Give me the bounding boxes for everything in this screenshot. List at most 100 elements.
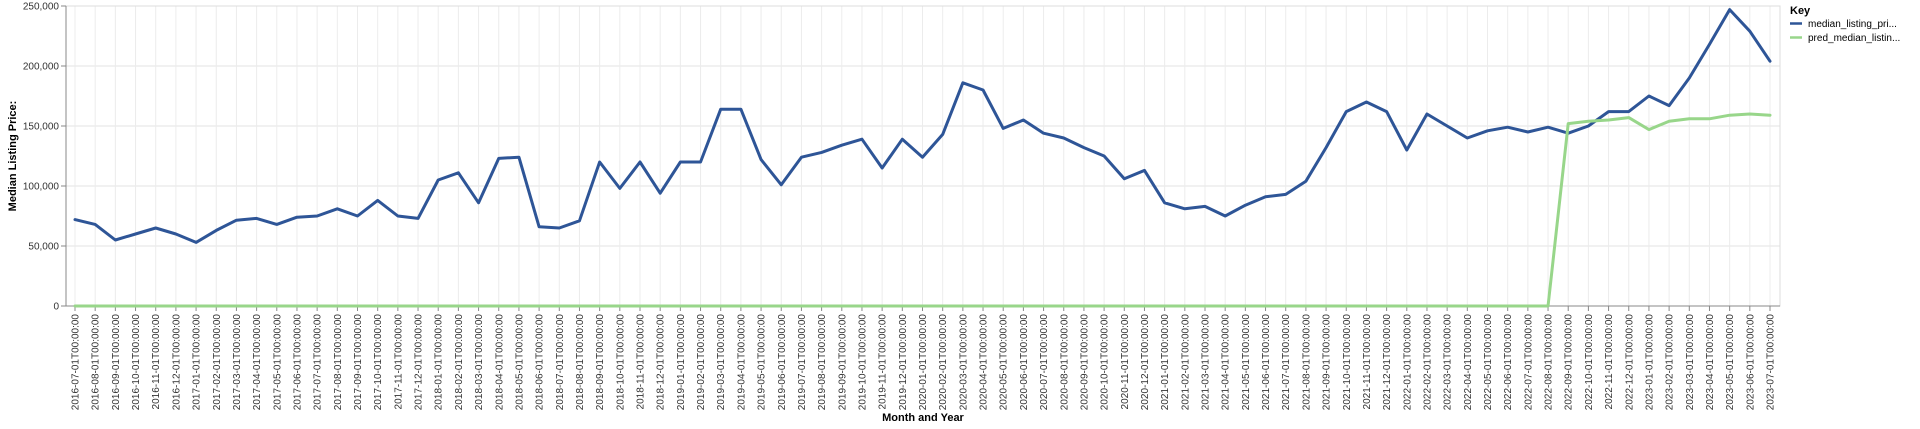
- x-tick-label: 2017-06-01T00:00:00: [292, 314, 303, 411]
- x-tick-label: 2021-06-01T00:00:00: [1261, 314, 1272, 411]
- x-tick-label: 2021-01-01T00:00:00: [1160, 314, 1171, 411]
- y-tick-label: 150,000: [23, 122, 60, 133]
- x-tick-label: 2018-06-01T00:00:00: [535, 314, 546, 411]
- y-axis: 0 50,000 100,000 150,000 200,000 250,000: [23, 2, 67, 313]
- legend-label: median_listing_pri...: [1808, 19, 1897, 30]
- x-tick-label: 2022-08-01T00:00:00: [1544, 314, 1555, 411]
- x-axis: 2016-07-01T00:00:00 2016-08-01T00:00:00 20…: [66, 305, 1780, 411]
- x-tick-label: 2020-02-01T00:00:00: [938, 314, 949, 411]
- x-tick-label: 2022-09-01T00:00:00: [1564, 314, 1575, 411]
- x-tick-label: 2021-03-01T00:00:00: [1201, 314, 1212, 411]
- x-tick-label: 2016-12-01T00:00:00: [171, 314, 182, 411]
- x-tick-label: 2022-01-01T00:00:00: [1402, 314, 1413, 411]
- x-tick-label: 2020-07-01T00:00:00: [1039, 314, 1050, 411]
- x-tick-label: 2019-09-01T00:00:00: [837, 314, 848, 411]
- x-tick-label: 2023-05-01T00:00:00: [1725, 314, 1736, 411]
- x-tick-label: 2021-10-01T00:00:00: [1342, 314, 1353, 411]
- x-tick-label: 2016-11-01T00:00:00: [151, 314, 162, 410]
- x-tick-label: 2017-11-01T00:00:00: [393, 314, 404, 410]
- x-tick-label: 2017-02-01T00:00:00: [212, 314, 223, 411]
- x-tick-label: 2019-11-01T00:00:00: [878, 314, 889, 410]
- series-lines: [73, 8, 1772, 308]
- x-tick-label: 2018-11-01T00:00:00: [636, 314, 647, 410]
- x-tick-label: 2018-04-01T00:00:00: [494, 314, 505, 411]
- x-tick-label: 2017-08-01T00:00:00: [333, 314, 344, 411]
- x-tick-label: 2023-02-01T00:00:00: [1665, 314, 1676, 411]
- x-tick-label: 2020-06-01T00:00:00: [1019, 314, 1030, 411]
- x-tick-label: 2019-01-01T00:00:00: [676, 314, 687, 411]
- legend-title: Key: [1790, 5, 1811, 17]
- y-tick-label: 250,000: [23, 2, 60, 13]
- x-axis-title: Month and Year: [882, 412, 964, 424]
- y-tick-label: 200,000: [23, 62, 60, 73]
- x-tick-label: 2018-05-01T00:00:00: [514, 314, 525, 411]
- series-line-1: [73, 8, 1772, 244]
- x-tick-label: 2018-09-01T00:00:00: [595, 314, 606, 411]
- x-tick-label: 2018-02-01T00:00:00: [454, 314, 465, 411]
- legend-label: pred_median_listin...: [1808, 33, 1900, 44]
- x-tick-label: 2019-12-01T00:00:00: [898, 314, 909, 411]
- x-tick-label: 2023-07-01T00:00:00: [1766, 314, 1777, 411]
- x-tick-label: 2022-07-01T00:00:00: [1523, 314, 1534, 411]
- x-tick-label: 2018-10-01T00:00:00: [615, 314, 626, 411]
- x-tick-label: 2019-06-01T00:00:00: [777, 314, 788, 411]
- x-tick-label: 2022-12-01T00:00:00: [1624, 314, 1635, 411]
- x-tick-label: 2021-11-01T00:00:00: [1362, 314, 1373, 410]
- x-tick-label: 2016-10-01T00:00:00: [131, 314, 142, 411]
- x-tick-label: 2021-07-01T00:00:00: [1281, 314, 1292, 411]
- y-tick-label: 100,000: [23, 182, 60, 193]
- x-tick-label: 2020-01-01T00:00:00: [918, 314, 929, 411]
- x-tick-label: 2017-09-01T00:00:00: [353, 314, 364, 411]
- x-tick-label: 2021-02-01T00:00:00: [1180, 314, 1191, 411]
- x-tick-label: 2023-06-01T00:00:00: [1745, 314, 1756, 411]
- x-tick-label: 2020-11-01T00:00:00: [1120, 314, 1131, 410]
- x-tick-label: 2020-04-01T00:00:00: [979, 314, 990, 411]
- x-tick-label: 2020-12-01T00:00:00: [1140, 314, 1151, 411]
- x-tick-label: 2022-02-01T00:00:00: [1422, 314, 1433, 411]
- x-tick-label: 2022-11-01T00:00:00: [1604, 314, 1615, 410]
- x-tick-label: 2023-01-01T00:00:00: [1644, 314, 1655, 411]
- x-tick-label: 2017-04-01T00:00:00: [252, 314, 263, 411]
- series-line-2: [73, 112, 1772, 308]
- x-tick-label: 2021-12-01T00:00:00: [1382, 314, 1393, 411]
- x-tick-label: 2021-09-01T00:00:00: [1322, 314, 1333, 411]
- legend: Key median_listing_pri... pred_median_lis…: [1790, 5, 1900, 44]
- x-tick-label: 2021-04-01T00:00:00: [1221, 314, 1232, 411]
- x-tick-label: 2023-03-01T00:00:00: [1685, 314, 1696, 411]
- x-tick-label: 2022-04-01T00:00:00: [1463, 314, 1474, 411]
- x-tick-label: 2017-03-01T00:00:00: [232, 314, 243, 411]
- x-tick-label: 2016-09-01T00:00:00: [111, 314, 122, 411]
- x-tick-label: 2022-05-01T00:00:00: [1483, 314, 1494, 411]
- x-tick-label: 2022-03-01T00:00:00: [1443, 314, 1454, 411]
- x-tick-label: 2021-05-01T00:00:00: [1241, 314, 1252, 411]
- x-tick-label: 2022-06-01T00:00:00: [1503, 314, 1514, 411]
- x-tick-label: 2017-01-01T00:00:00: [192, 314, 203, 411]
- x-tick-label: 2017-12-01T00:00:00: [414, 314, 425, 411]
- y-axis-title: Median Listing Price:: [7, 101, 19, 212]
- x-tick-label: 2017-10-01T00:00:00: [373, 314, 384, 411]
- x-tick-label: 2019-10-01T00:00:00: [857, 314, 868, 411]
- x-tick-label: 2019-03-01T00:00:00: [716, 314, 727, 411]
- x-tick-label: 2021-08-01T00:00:00: [1301, 314, 1312, 411]
- x-tick-label: 2018-12-01T00:00:00: [656, 314, 667, 411]
- y-tick-label: 0: [53, 302, 59, 313]
- x-tick-label: 2020-05-01T00:00:00: [999, 314, 1010, 411]
- x-tick-label: 2019-07-01T00:00:00: [797, 314, 808, 411]
- x-tick-label: 2019-04-01T00:00:00: [736, 314, 747, 411]
- x-tick-label: 2018-01-01T00:00:00: [434, 314, 445, 411]
- x-tick-label: 2020-08-01T00:00:00: [1059, 314, 1070, 411]
- x-tick-label: 2016-07-01T00:00:00: [71, 314, 82, 411]
- x-tick-label: 2019-02-01T00:00:00: [696, 314, 707, 411]
- y-tick-label: 50,000: [28, 242, 59, 253]
- x-tick-label: 2019-08-01T00:00:00: [817, 314, 828, 411]
- x-tick-label: 2016-08-01T00:00:00: [91, 314, 102, 411]
- x-tick-label: 2020-03-01T00:00:00: [958, 314, 969, 411]
- x-tick-label: 2017-05-01T00:00:00: [272, 314, 283, 411]
- x-tick-label: 2019-05-01T00:00:00: [757, 314, 768, 411]
- x-tick-label: 2018-03-01T00:00:00: [474, 314, 485, 411]
- x-tick-label: 2018-07-01T00:00:00: [555, 314, 566, 411]
- x-tick-label: 2023-04-01T00:00:00: [1705, 314, 1716, 411]
- x-tick-label: 2018-08-01T00:00:00: [575, 314, 586, 411]
- x-tick-label: 2020-10-01T00:00:00: [1100, 314, 1111, 411]
